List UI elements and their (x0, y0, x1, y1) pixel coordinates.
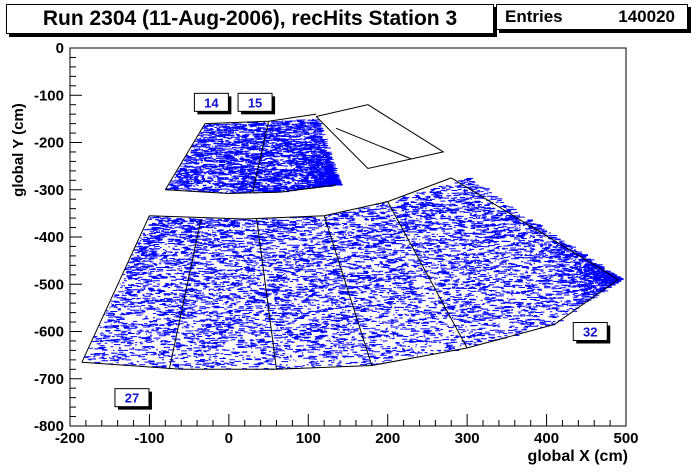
upper-sector-inner-arc (165, 184, 337, 195)
chamber-label-box (114, 388, 150, 408)
chamber-label-box (572, 322, 608, 341)
x-tick-label: 300 (455, 430, 480, 447)
empty-chamber-divider (335, 127, 412, 160)
upper-sector-edge-1 (252, 121, 270, 193)
chamber-label-box (237, 92, 273, 112)
x-tick-label: 100 (296, 430, 321, 447)
y-tick-label: -100 (34, 87, 64, 104)
hits-upper-sector (165, 118, 343, 194)
y-tick-label: -800 (34, 418, 64, 435)
hits-lower-sector (84, 177, 624, 370)
y-tick-label: -700 (34, 371, 64, 388)
stats-box: Entries 140020 (496, 4, 688, 30)
x-tick-label: 200 (375, 430, 400, 447)
chamber-label-14: 14 (204, 95, 219, 110)
chamber-label-27: 27 (125, 391, 139, 406)
lower-sector-ray-4 (387, 201, 468, 349)
lower-sector-ray-3 (323, 215, 373, 366)
lower-sector-ray-0 (81, 215, 150, 363)
lower-sector-ray-5 (451, 177, 619, 280)
y-tick-label: -200 (34, 135, 64, 152)
stats-entries-label: Entries (505, 7, 563, 26)
chart-title: Run 2304 (11-Aug-2006), recHits Station … (42, 7, 458, 30)
x-tick-label: 400 (534, 430, 559, 447)
x-axis-label: global X (cm) (527, 448, 628, 465)
x-tick-label: -200 (55, 430, 85, 447)
empty-chamber-outline (315, 104, 445, 170)
chart-title-box: Run 2304 (11-Aug-2006), recHits Station … (6, 4, 494, 34)
y-tick-label: -600 (34, 324, 64, 341)
y-tick-label: -400 (34, 229, 64, 246)
lower-sector-ray-2 (256, 218, 277, 370)
y-tick-label: -500 (34, 276, 64, 293)
upper-sector-edge-0 (164, 123, 206, 191)
x-tick-label: -100 (134, 430, 164, 447)
x-tick-label: 500 (613, 430, 638, 447)
y-tick-label: 0 (56, 40, 64, 57)
chamber-label-15: 15 (248, 95, 262, 110)
lower-sector-ray-1 (168, 218, 202, 370)
y-tick-label: -300 (34, 182, 64, 199)
chamber-label-32: 32 (583, 325, 597, 340)
y-axis-label: global Y (cm) (10, 103, 27, 197)
stats-entries-value: 140020 (618, 7, 675, 26)
chamber-label-box (193, 92, 229, 112)
x-tick-label: 0 (225, 430, 233, 447)
